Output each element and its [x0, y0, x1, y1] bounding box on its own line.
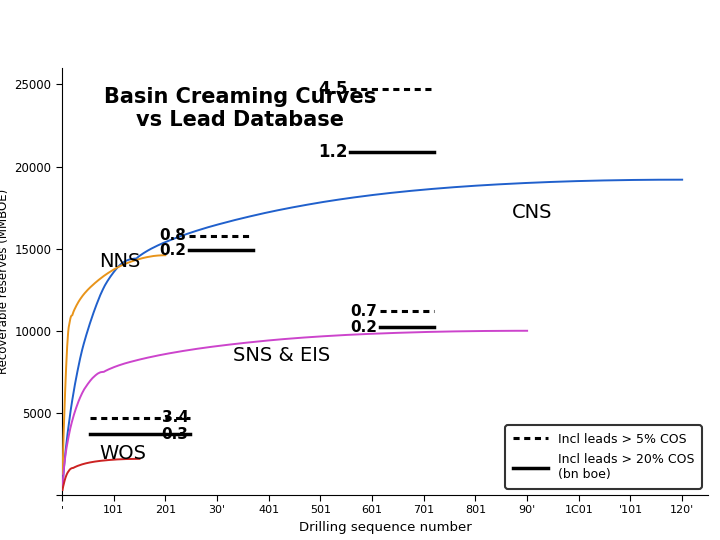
Text: SNS & EIS: SNS & EIS	[233, 346, 330, 365]
Text: CNS: CNS	[512, 203, 552, 222]
Text: Enterprise & Regulatory Reform: Enterprise & Regulatory Reform	[104, 33, 270, 43]
Text: 0.2: 0.2	[159, 243, 186, 258]
Text: 4.5: 4.5	[318, 80, 348, 98]
Text: WOS: WOS	[99, 444, 146, 463]
Y-axis label: Recoverable reserves (MMBOE): Recoverable reserves (MMBOE)	[0, 189, 10, 374]
Legend: Incl leads > 5% COS, Incl leads > 20% COS
(bn boe): Incl leads > 5% COS, Incl leads > 20% CO…	[505, 426, 702, 489]
Text: 3.4: 3.4	[162, 410, 189, 426]
Text: NNS: NNS	[99, 252, 140, 271]
Text: BERR: BERR	[13, 15, 96, 43]
Text: Basin Creaming Curves
vs Lead Database: Basin Creaming Curves vs Lead Database	[104, 87, 376, 131]
X-axis label: Drilling sequence number: Drilling sequence number	[299, 521, 472, 534]
Text: 1.2: 1.2	[318, 143, 348, 161]
Text: 0.7: 0.7	[351, 303, 377, 319]
Text: 0.2: 0.2	[350, 320, 377, 335]
Text: Department for Business: Department for Business	[104, 15, 235, 25]
Text: 0.3: 0.3	[162, 427, 189, 442]
Text: 0.8: 0.8	[159, 228, 186, 243]
